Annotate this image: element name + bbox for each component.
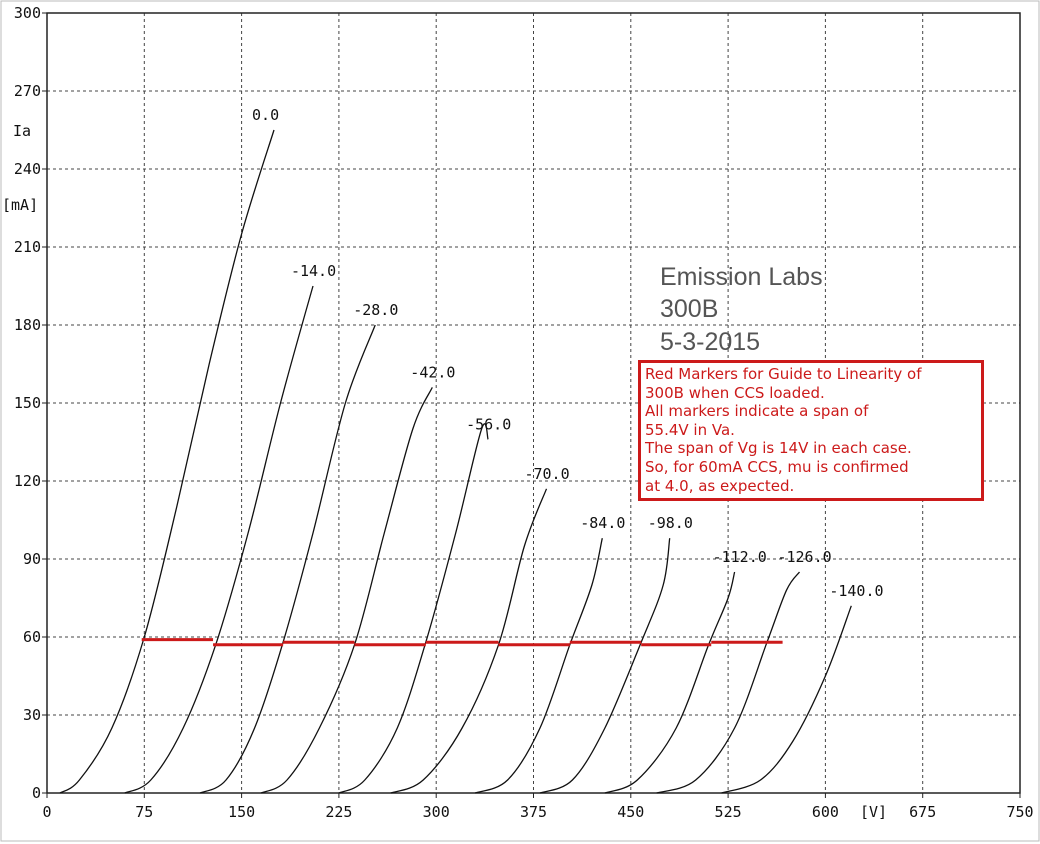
curve-vg-560 bbox=[338, 423, 489, 794]
red-markers bbox=[141, 638, 783, 647]
curve-label: -126.0 bbox=[777, 548, 831, 566]
curve-label: -14.0 bbox=[291, 262, 336, 280]
curves bbox=[59, 129, 852, 794]
y-tick-label: 60 bbox=[23, 628, 41, 646]
note-line: All markers indicate a span of bbox=[645, 402, 869, 421]
y-tick-label: 300 bbox=[14, 4, 41, 22]
note-line: The span of Vg is 14V in each case. bbox=[645, 439, 912, 458]
curve-labels: 0.0 -14.0 -28.0 -42.0 -56.0 -70.0 -84.0 -98.0 -1… bbox=[252, 106, 884, 600]
y-tick-label: 240 bbox=[14, 160, 41, 178]
curve-label: -56.0 bbox=[466, 415, 511, 433]
y-tick-label: 90 bbox=[23, 550, 41, 568]
y-axis-label-2: [mA] bbox=[2, 196, 38, 214]
x-tick-label: 75 bbox=[135, 803, 153, 821]
x-tick-label: 150 bbox=[228, 803, 255, 821]
curve-label: 0.0 bbox=[252, 106, 279, 124]
curve-label: -84.0 bbox=[580, 514, 625, 532]
y-axis: 0 30 60 90 120 150 180 210 240 270 300 bbox=[14, 4, 47, 802]
x-axis-label: [V] bbox=[860, 803, 887, 821]
x-tick-label: 375 bbox=[520, 803, 547, 821]
y-tick-label: 120 bbox=[14, 472, 41, 490]
note-line: 55.4V in Va. bbox=[645, 420, 735, 439]
y-tick-label: 0 bbox=[32, 784, 41, 802]
x-tick-label: 300 bbox=[423, 803, 450, 821]
chart-title-line-2: 300B bbox=[660, 295, 718, 323]
curve-label: -28.0 bbox=[353, 301, 398, 319]
x-tick-label: 525 bbox=[715, 803, 742, 821]
x-tick-label: 450 bbox=[617, 803, 644, 821]
note-line: Red Markers for Guide to Linearity of bbox=[645, 365, 922, 383]
chart-title-line-1: Emission Labs bbox=[660, 263, 823, 291]
curve-label: -42.0 bbox=[410, 363, 455, 381]
note-line: So, for 60mA CCS, mu is confirmed bbox=[645, 457, 909, 476]
curve-vg-140 bbox=[124, 285, 314, 794]
y-tick-label: 30 bbox=[23, 706, 41, 724]
curve-vg-1120 bbox=[604, 571, 736, 794]
curve-vg-1400 bbox=[721, 605, 852, 794]
curve-label: -98.0 bbox=[648, 514, 693, 532]
curve-vg-980 bbox=[539, 538, 671, 794]
chart-title-line-3: 5-3-2015 bbox=[660, 328, 760, 356]
x-tick-label: 0 bbox=[42, 803, 51, 821]
x-tick-label: 225 bbox=[325, 803, 352, 821]
y-tick-label: 150 bbox=[14, 394, 41, 412]
curve-vg-840 bbox=[474, 538, 603, 794]
note-line: at 4.0, as expected. bbox=[645, 476, 795, 495]
curve-label: -112.0 bbox=[713, 548, 767, 566]
curve-vg-280 bbox=[199, 324, 376, 794]
annotation-note: Red Markers for Guide to Linearity of 30… bbox=[638, 360, 984, 502]
y-axis-label-1: Ia bbox=[13, 122, 31, 140]
y-tick-label: 180 bbox=[14, 316, 41, 334]
y-tick-label: 270 bbox=[14, 82, 41, 100]
x-tick-label: 600 bbox=[812, 803, 839, 821]
x-tick-label: 750 bbox=[1006, 803, 1033, 821]
curve-label: -140.0 bbox=[829, 582, 883, 600]
curve-label: -70.0 bbox=[524, 465, 569, 483]
curve-vg-700 bbox=[390, 488, 548, 794]
x-tick-label: 675 bbox=[909, 803, 936, 821]
note-line: 300B when CCS loaded. bbox=[645, 383, 825, 402]
x-axis: 0 75 150 225 300 375 450 525 600 750 675 bbox=[42, 793, 1034, 821]
y-tick-label: 210 bbox=[14, 238, 41, 256]
curve-vg-420 bbox=[260, 387, 433, 794]
curve-vg-1260 bbox=[656, 571, 801, 794]
curve-vg-00 bbox=[59, 129, 275, 794]
